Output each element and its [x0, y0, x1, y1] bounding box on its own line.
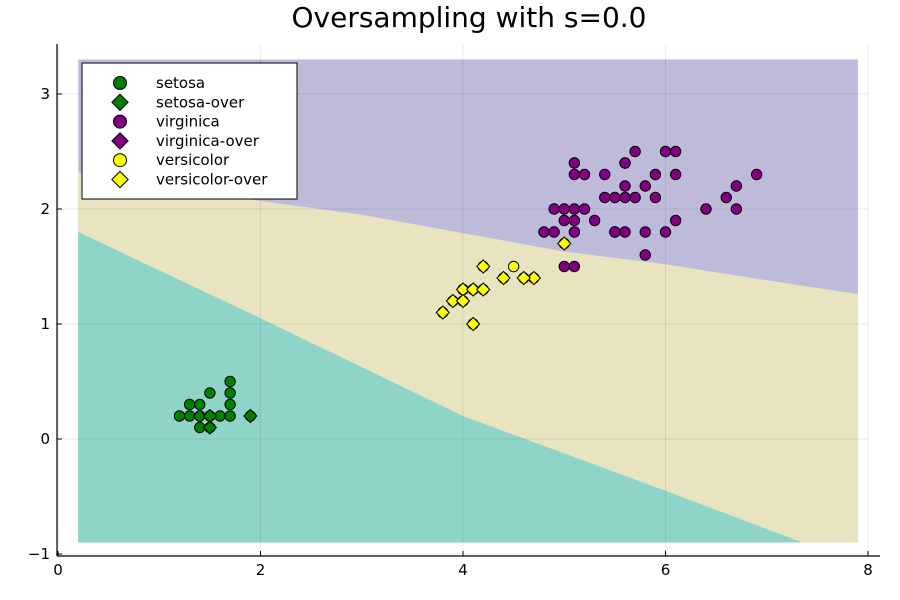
- data-point: [194, 398, 206, 411]
- data-point: [720, 191, 732, 204]
- data-point: [568, 214, 581, 227]
- series-virginica: [538, 145, 763, 273]
- data-point: [558, 260, 570, 273]
- data-point: [649, 191, 662, 204]
- data-point: [568, 260, 581, 273]
- data-point: [568, 203, 581, 215]
- data-point: [224, 387, 236, 399]
- legend-label-setosa-over: setosa-over: [156, 93, 245, 111]
- data-point: [578, 203, 591, 215]
- data-point: [619, 157, 631, 169]
- data-point: [619, 180, 631, 192]
- data-point: [557, 236, 572, 251]
- data-point: [609, 226, 621, 238]
- data-point: [224, 398, 236, 411]
- x-tick-label: 8: [863, 561, 873, 579]
- data-point: [700, 203, 712, 215]
- data-point: [669, 168, 682, 181]
- data-point: [538, 226, 550, 238]
- legend-marker-virginica-over: [111, 132, 129, 150]
- data-point: [599, 168, 611, 181]
- legend-label-virginica: virginica: [156, 113, 220, 131]
- legend-label-setosa: setosa: [156, 74, 205, 92]
- data-point: [609, 191, 621, 204]
- data-point: [568, 168, 581, 181]
- y-tick-label: 2: [40, 200, 50, 218]
- chart-title: Oversampling with s=0.0: [291, 1, 646, 34]
- x-tick-label: 2: [256, 561, 266, 579]
- x-tick-label: 6: [661, 561, 671, 579]
- y-tick-label: −1: [28, 545, 50, 563]
- data-point: [750, 168, 763, 181]
- data-point: [526, 270, 542, 286]
- x-tick-label: 0: [53, 561, 63, 579]
- data-point: [476, 259, 491, 274]
- data-point: [516, 270, 531, 286]
- legend-marker-virginica: [113, 114, 127, 129]
- region-setosa: [78, 232, 803, 543]
- data-point: [599, 191, 611, 204]
- data-point: [496, 270, 511, 286]
- data-point: [465, 316, 481, 332]
- data-point: [730, 203, 743, 215]
- data-point: [659, 226, 672, 238]
- legend-label-versicolor-over: versicolor-over: [156, 171, 268, 189]
- legend-label-virginica-over: virginica-over: [156, 132, 260, 150]
- data-point: [476, 282, 491, 297]
- data-point: [173, 410, 186, 422]
- x-tick-label: 4: [458, 561, 468, 579]
- legend-label-versicolor: versicolor: [156, 151, 230, 169]
- data-point: [507, 260, 520, 273]
- data-point: [224, 410, 236, 422]
- data-point: [639, 180, 651, 192]
- data-point: [669, 145, 682, 158]
- data-point: [435, 305, 450, 320]
- y-tick-label: 1: [40, 315, 50, 333]
- data-point: [548, 203, 560, 215]
- data-point: [445, 293, 461, 309]
- data-point: [558, 203, 570, 215]
- data-point: [224, 375, 236, 388]
- legend-marker-setosa-over: [111, 93, 129, 112]
- data-point: [202, 408, 218, 424]
- data-point: [639, 226, 651, 238]
- data-point: [629, 145, 641, 158]
- series-versicolor-over: [435, 236, 572, 332]
- data-point: [619, 226, 631, 238]
- data-points: [173, 145, 763, 435]
- data-point: [568, 157, 581, 169]
- data-point: [629, 191, 641, 204]
- data-point: [558, 214, 570, 227]
- data-point: [730, 180, 743, 192]
- legend-marker-versicolor-over: [111, 170, 129, 189]
- data-point: [578, 168, 591, 181]
- legend-marker-setosa: [113, 76, 127, 90]
- data-point: [669, 214, 682, 227]
- data-point: [649, 168, 662, 181]
- legend-marker-versicolor: [113, 153, 127, 168]
- data-point: [659, 145, 672, 158]
- data-point: [588, 214, 601, 227]
- data-point: [568, 226, 581, 238]
- data-point: [548, 226, 560, 238]
- data-point: [455, 293, 471, 309]
- data-point: [204, 387, 216, 399]
- decision-regions: [78, 59, 858, 543]
- data-point: [639, 249, 651, 261]
- data-point: [243, 408, 258, 424]
- data-point: [183, 398, 196, 411]
- data-point: [202, 420, 218, 435]
- data-point: [619, 191, 631, 204]
- y-tick-label: 0: [40, 430, 50, 448]
- data-point: [192, 408, 207, 424]
- series-setosa-over: [192, 408, 258, 435]
- y-tick-label: 3: [40, 85, 50, 103]
- data-point: [465, 282, 481, 297]
